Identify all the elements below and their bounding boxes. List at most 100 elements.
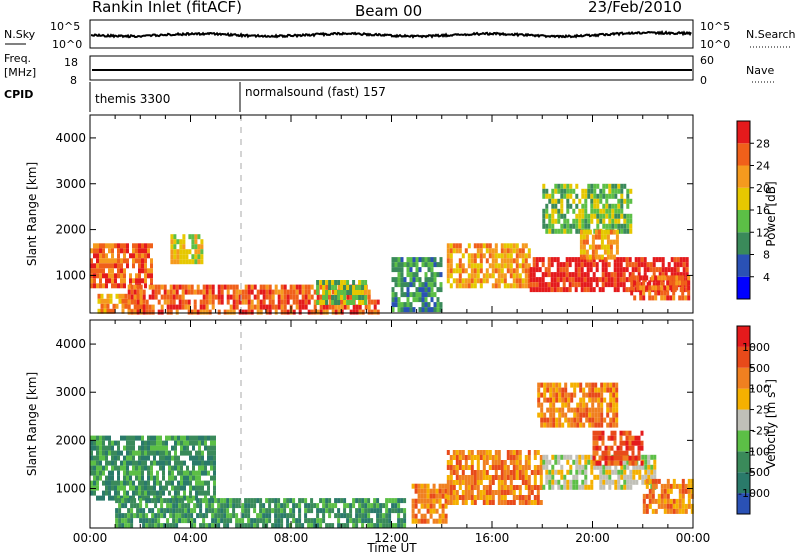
data-cell [626, 459, 630, 465]
data-cell [506, 450, 510, 455]
data-cell [611, 203, 615, 209]
data-cell [535, 282, 539, 288]
data-cell [151, 513, 155, 519]
data-cell [635, 469, 639, 475]
data-cell [163, 513, 167, 519]
data-cell [211, 284, 215, 290]
data-cell [651, 498, 655, 504]
data-cell [154, 498, 158, 504]
data-cell [307, 289, 311, 295]
data-cell [539, 470, 543, 475]
data-cell [331, 304, 335, 310]
data-cell [452, 480, 456, 485]
data-cell [611, 218, 615, 224]
data-cell [150, 243, 153, 249]
data-cell [591, 417, 595, 423]
data-cell [93, 243, 96, 249]
data-cell [543, 397, 547, 403]
data-cell [102, 283, 105, 289]
data-cell [582, 234, 586, 240]
data-cell [524, 253, 528, 259]
data-cell [592, 272, 596, 278]
data-cell [608, 218, 612, 224]
data-cell [605, 469, 609, 475]
data-cell [666, 290, 670, 296]
data-cell [606, 387, 610, 393]
data-cell [198, 440, 201, 446]
data-cell [111, 440, 114, 446]
data-cell [426, 518, 430, 524]
data-cell [672, 498, 676, 504]
data-cell [551, 474, 555, 480]
data-cell [301, 289, 305, 295]
data-cell [367, 513, 371, 519]
data-cell [138, 278, 141, 284]
data-cell [563, 193, 567, 199]
data-cell [681, 478, 685, 484]
data-cell [163, 299, 167, 305]
data-cell [141, 445, 144, 451]
data-cell [223, 503, 227, 509]
data-cell [142, 304, 146, 310]
data-cell [135, 248, 138, 254]
data-cell [433, 292, 437, 298]
data-cell [415, 272, 419, 278]
data-cell [653, 464, 657, 470]
data-cell [120, 278, 123, 284]
data-cell [298, 309, 302, 315]
data-cell [163, 289, 167, 295]
data-cell [105, 490, 108, 496]
data-cell [129, 460, 132, 466]
data-cell [144, 258, 147, 264]
data-cell [126, 480, 129, 486]
data-cell [129, 450, 132, 456]
data-cell [99, 435, 102, 441]
data-cell [157, 498, 161, 504]
data-cell [503, 500, 507, 505]
data-cell [657, 498, 661, 504]
data-cell [141, 440, 144, 446]
data-cell [145, 523, 149, 529]
data-cell [587, 213, 591, 219]
data-cell [464, 460, 468, 465]
data-cell [194, 259, 198, 265]
data-cell [385, 513, 389, 519]
data-cell [132, 248, 135, 254]
cpid-entry-1: themis 3300 [95, 92, 170, 106]
data-cell [144, 253, 147, 259]
data-cell [259, 508, 263, 514]
data-cell [482, 273, 486, 279]
data-cell [181, 289, 185, 295]
data-cell [144, 283, 147, 289]
colorbar-segment [737, 346, 750, 368]
data-cell [595, 450, 599, 456]
data-cell [204, 480, 207, 486]
data-cell [211, 304, 215, 310]
data-cell [349, 300, 353, 305]
data-cell [500, 475, 504, 480]
data-cell [654, 295, 658, 301]
data-cell [319, 294, 323, 300]
data-cell [473, 500, 477, 505]
data-cell [573, 407, 577, 413]
data-cell [205, 289, 209, 295]
data-cell [584, 218, 588, 224]
data-cell [603, 387, 607, 393]
data-cell [319, 508, 323, 514]
data-cell [488, 465, 492, 470]
data-cell [414, 503, 418, 509]
data-cell [166, 498, 170, 504]
data-cell [343, 513, 347, 519]
data-cell [608, 203, 612, 209]
data-cell [603, 244, 607, 250]
data-cell [130, 513, 134, 519]
data-cell [421, 302, 425, 308]
data-cell [127, 294, 131, 300]
data-cell [506, 475, 510, 480]
data-cell [587, 484, 591, 490]
data-cell [199, 309, 203, 315]
data-cell [521, 268, 525, 274]
data-cell [349, 513, 353, 519]
data-cell [129, 485, 132, 491]
data-cell [497, 475, 501, 480]
